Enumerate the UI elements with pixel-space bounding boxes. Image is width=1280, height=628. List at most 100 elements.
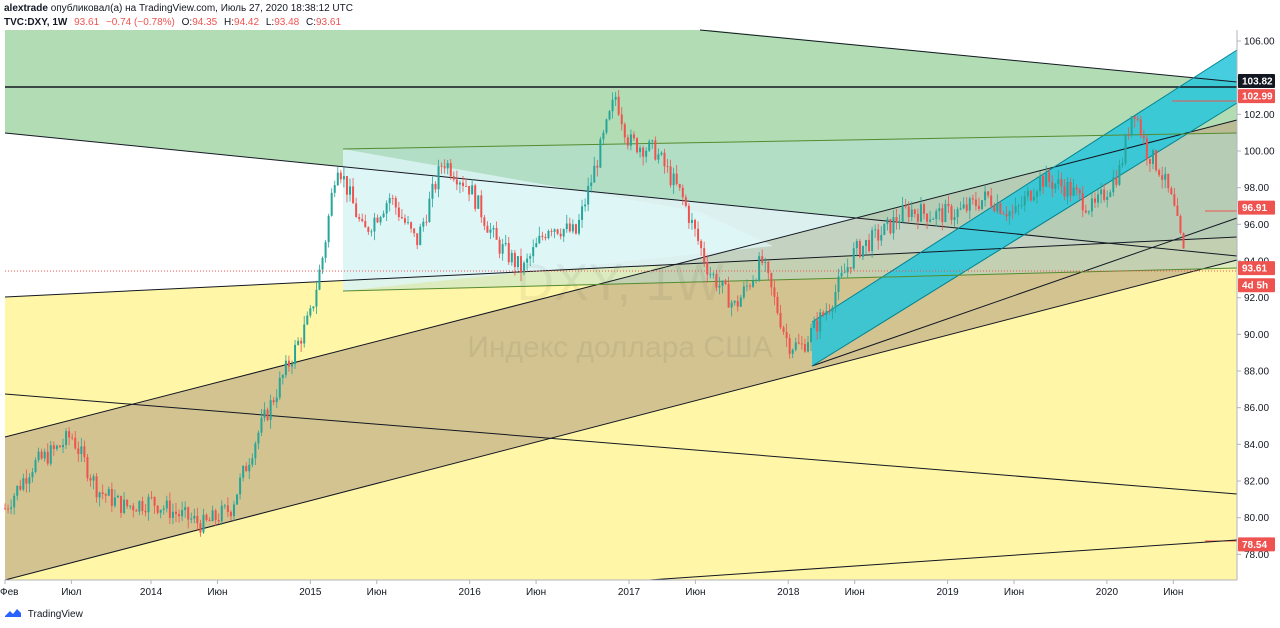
candle-body [92,476,95,481]
time-axis[interactable]: Фев Июл 2014 Июн 2015 Июн 2016 Июн 2017 Июн 2018 Ию… [0,579,1237,598]
candle-body [1014,206,1017,213]
candle-body [1023,196,1026,206]
tradingview-logo-icon[interactable] [4,608,22,621]
candle-body [898,221,901,223]
candle-body [669,166,672,186]
candle-body [636,138,639,153]
y-tick-label: 84.00 [1244,440,1269,451]
candle-body [217,520,220,522]
candle-body [16,485,19,496]
candle-body [46,451,49,464]
candle-body [232,504,235,517]
x-tick-label: Июн [367,587,387,598]
author-name[interactable]: alextrade [4,3,48,14]
candle-body [1118,165,1121,185]
candle-body [935,211,938,220]
candle-body [648,141,651,151]
candle-body [1002,213,1005,215]
channel-bottom-line [4,259,1238,581]
candle-body [55,445,58,449]
price-axis[interactable]: 78.00 80.00 82.00 84.00 86.00 88.00 90.00 92.00… [1236,30,1280,580]
candle-body [736,301,739,307]
candle-body [1127,135,1130,136]
candle-body [300,340,303,344]
candle-body [1069,181,1072,196]
candle-body [1100,189,1103,195]
candle-body [284,360,287,376]
price-label-box [1238,200,1275,215]
candle-body [968,198,971,211]
candle-body [251,458,254,465]
x-tick-label: Июн [685,587,705,598]
candle-body [752,280,755,287]
candle-body [28,477,31,484]
candle-body [605,119,608,133]
candle-body [758,256,761,281]
price-label-text: 103.82 [1242,76,1273,87]
candle-body [599,139,602,168]
candle-body [34,460,37,472]
candle-body [816,320,819,332]
y-tick-label: 98.00 [1244,183,1269,194]
candle-body [990,195,993,206]
candle-body [37,451,40,461]
close-value: 93.61 [316,17,342,28]
candle-body [489,229,492,233]
candle-body [120,495,123,513]
candle-body [987,191,990,196]
candle-body [43,451,46,459]
candle-body [379,217,382,223]
candle-body [596,165,599,168]
candle-body [190,518,193,520]
y-tick-label: 96.00 [1244,220,1269,231]
candle-body [800,343,803,345]
candle-body [278,377,281,398]
candle-body [916,213,919,222]
candle-body [31,471,34,478]
candle-body [403,218,406,223]
candle-body [999,203,1002,214]
candle-body [1121,163,1124,166]
candle-body [297,340,300,345]
y-tick-label: 100.00 [1244,147,1275,158]
candle-body [910,209,913,217]
candle-body [342,176,345,180]
candle-body [290,364,293,367]
tradingview-brand[interactable]: TradingView [27,609,83,620]
candle-body [1142,135,1145,139]
candle-body [504,243,507,245]
candle-body [996,203,999,212]
candle-body [840,272,843,277]
candle-body [449,163,452,177]
candle-body [1078,189,1081,194]
candle-body [437,166,440,190]
candle-body [156,505,159,513]
candle-body [535,243,538,248]
zone-triangle [343,149,773,291]
candle-body [718,285,721,288]
candle-body [1145,138,1148,160]
candle-body [1087,211,1090,213]
candle-body [318,269,321,290]
candle-body [932,219,935,220]
candle-body [523,262,526,273]
candle-body [1155,150,1158,171]
candle-body [49,445,52,464]
candle-body [1158,170,1161,176]
candle-body [965,204,968,211]
x-tick-label: Фев [0,587,18,598]
x-tick-label: 2015 [299,587,322,598]
candle-body [602,132,605,140]
candle-body [810,327,813,343]
y-tick-label: 78.00 [1244,550,1269,561]
candle-body [263,409,266,418]
candle-body [471,185,474,195]
high-label: H: [224,17,235,28]
candle-body [269,400,272,420]
candle-body [407,222,410,224]
last-price: 93.61 [74,17,100,28]
candle-body [880,234,883,241]
candle-body [159,509,162,513]
candle-body [208,519,211,522]
